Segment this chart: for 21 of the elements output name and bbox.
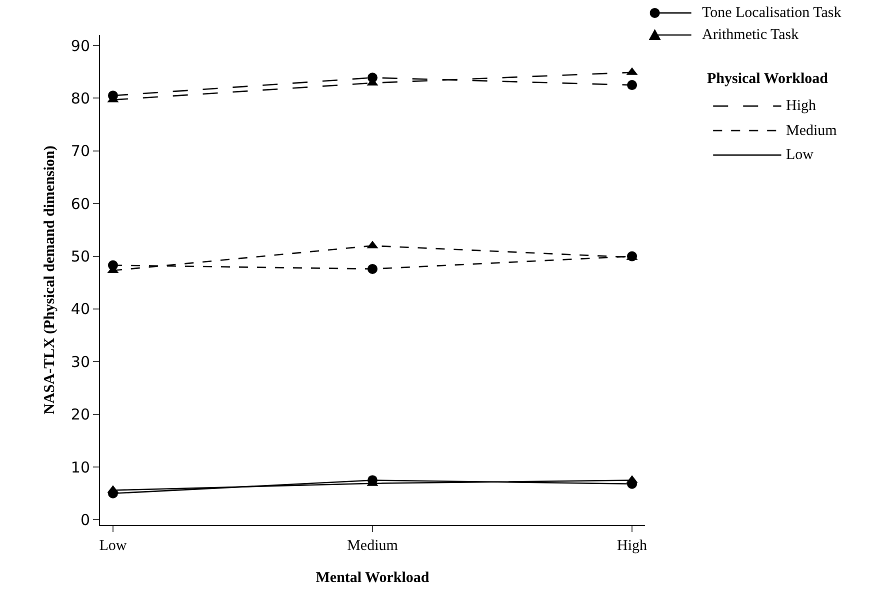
text: Arithmetic Task [702,27,800,43]
y-tick-label: 80 [70,89,90,108]
legend-title: Physical Workload [707,71,829,87]
y-tick-label: 50 [70,248,90,266]
x-tick-label: High [617,538,648,554]
text: Medium [786,123,838,139]
y-tick-label: 20 [70,406,90,424]
y-tick-label: 0 [80,510,90,529]
y-axis-title: NASA-TLX (Physical demand dimension) [42,146,58,414]
x-tick-label: Medium [347,538,398,554]
y-tick-label: 60 [70,194,90,213]
y-tick-label: 90 [70,36,90,55]
y-tick-label: 40 [70,300,90,318]
x-tick-label: Low [99,538,127,554]
y-tick-label: 70 [70,142,90,160]
y-tick-label: 30 [70,352,90,371]
text: High [786,98,816,114]
text: Tone Localisation Task [702,5,842,21]
text: Low [786,147,814,163]
x-axis-title: Mental Workload [316,570,430,586]
y-tick-label: 10 [70,458,90,476]
